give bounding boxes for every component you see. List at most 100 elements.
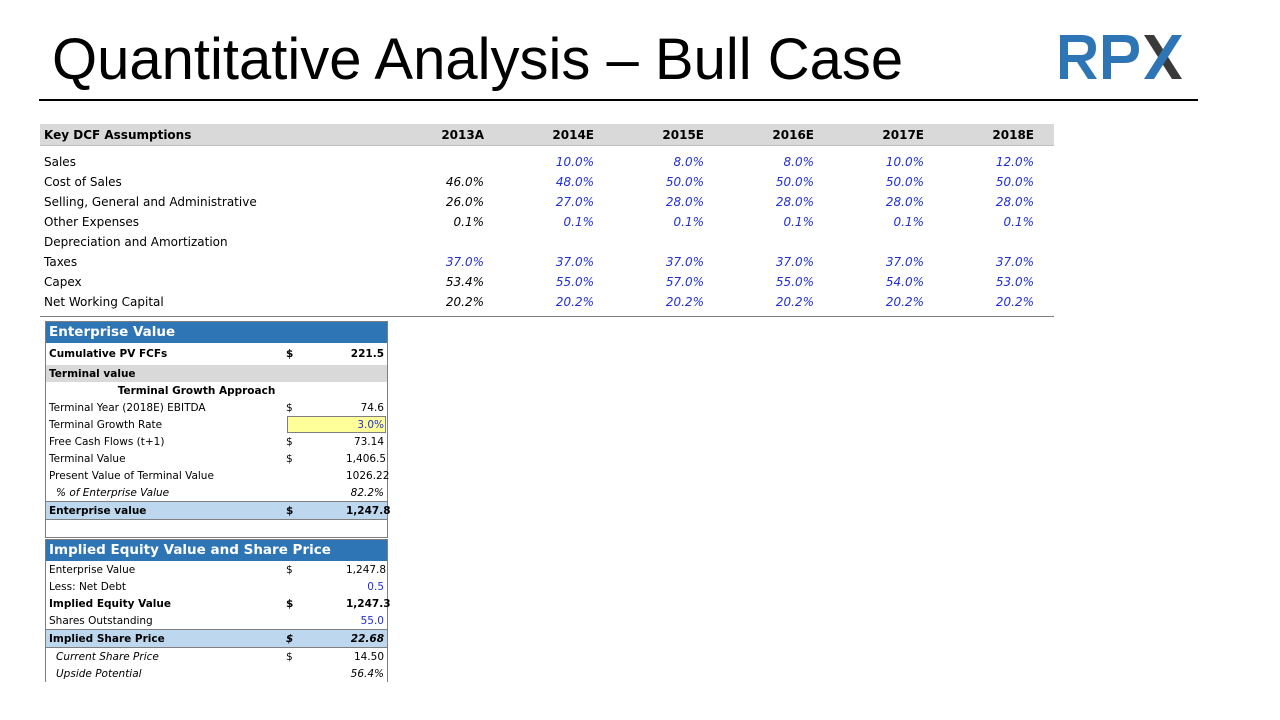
- dcf-header-row: Key DCF Assumptions 2013A 2014E 2015E 20…: [40, 124, 1054, 146]
- rpx-logo: [1060, 35, 1182, 79]
- row-value: 22.68: [350, 632, 384, 645]
- dcf-cell: 46.0%: [445, 175, 484, 189]
- dcf-cell: 20.2%: [665, 295, 704, 309]
- row-value: 1,247.3: [346, 597, 391, 610]
- dcf-row: Cost of Sales 46.0% 48.0% 50.0% 50.0% 50.0% 50…: [40, 172, 1054, 192]
- terminal-growth-approach: Terminal Growth Approach: [46, 382, 387, 399]
- row-value: 56.4%: [350, 667, 384, 680]
- dcf-row: Net Working Capital 20.2% 20.2% 20.2% 20.2% 2…: [40, 292, 1054, 312]
- dcf-header-year: 2014E: [552, 127, 594, 142]
- current-share-price-row: Current Share Price $ 14.50: [46, 648, 387, 665]
- row-label: Free Cash Flows (t+1): [49, 435, 165, 448]
- dcf-row-label: Depreciation and Amortization: [44, 235, 228, 249]
- dcf-cell: 20.2%: [775, 295, 814, 309]
- dcf-cell: 0.1%: [453, 215, 485, 229]
- dcf-cell: 37.0%: [555, 255, 594, 269]
- dcf-cell: 27.0%: [555, 195, 594, 209]
- dcf-row: Depreciation and Amortization: [40, 232, 1054, 252]
- dcf-cell: 26.0%: [445, 195, 484, 209]
- dcf-cell: 8.0%: [673, 155, 705, 169]
- dcf-cell: 28.0%: [995, 195, 1034, 209]
- dcf-cell: 12.0%: [995, 155, 1034, 169]
- row-label: Terminal Value: [49, 452, 126, 465]
- row-value: 1,406.5: [346, 452, 387, 465]
- dcf-cell: 37.0%: [885, 255, 924, 269]
- dcf-cell: 48.0%: [555, 175, 594, 189]
- row-value: 1026.22: [346, 469, 390, 482]
- dcf-cell: 20.2%: [885, 295, 924, 309]
- dcf-row-label: Capex: [44, 275, 82, 289]
- row-value: 1,247.8: [346, 563, 387, 576]
- dcf-cell: 53.4%: [445, 275, 484, 289]
- dcf-header-year: 2016E: [772, 127, 814, 142]
- dcf-cell: 20.2%: [555, 295, 594, 309]
- dcf-header-year: 2013A: [441, 127, 484, 142]
- row-value: 82.2%: [350, 486, 384, 499]
- dcf-cell: 54.0%: [885, 275, 924, 289]
- dcf-assumptions-table: Key DCF Assumptions 2013A 2014E 2015E 20…: [40, 124, 1054, 317]
- dcf-cell: 28.0%: [665, 195, 704, 209]
- row-label: Terminal Growth Rate: [49, 418, 163, 431]
- currency-symbol: $: [286, 563, 293, 576]
- dcf-row-label: Selling, General and Administrative: [44, 195, 257, 209]
- dcf-cell: 10.0%: [555, 155, 594, 169]
- dcf-row-label: Cost of Sales: [44, 175, 122, 189]
- dcf-cell: 57.0%: [665, 275, 704, 289]
- free-cash-flows-row: Free Cash Flows (t+1) $ 73.14: [46, 433, 387, 450]
- dcf-cell: 37.0%: [995, 255, 1034, 269]
- row-value: 1,247.8: [346, 504, 391, 517]
- dcf-row: Capex 53.4% 55.0% 57.0% 55.0% 54.0% 53.0%: [40, 272, 1054, 292]
- implied-equity-panel: Implied Equity Value and Share Price Ent…: [45, 539, 391, 682]
- dcf-cell: 28.0%: [775, 195, 814, 209]
- row-label: % of Enterprise Value: [56, 486, 170, 499]
- dcf-row-label: Sales: [44, 155, 76, 169]
- dcf-cell: 37.0%: [775, 255, 814, 269]
- dcf-row-label: Net Working Capital: [44, 295, 164, 309]
- row-value: 0.5: [367, 580, 384, 593]
- row-value: 73.14: [353, 435, 384, 448]
- net-debt-row: Less: Net Debt 0.5: [46, 578, 387, 595]
- panel-title: Implied Equity Value and Share Price: [46, 540, 387, 561]
- dcf-cell: 53.0%: [995, 275, 1034, 289]
- currency-symbol: $: [286, 597, 294, 610]
- row-label: Upside Potential: [56, 667, 142, 680]
- terminal-growth-rate-row: Terminal Growth Rate 3.0%: [46, 416, 387, 433]
- terminal-ebitda-row: Terminal Year (2018E) EBITDA $ 74.6: [46, 399, 387, 416]
- dcf-cell: 37.0%: [445, 255, 484, 269]
- row-value: 3.0%: [357, 418, 384, 431]
- title-divider: [39, 99, 1198, 101]
- dcf-cell: 55.0%: [555, 275, 594, 289]
- dcf-header-year: 2015E: [662, 127, 704, 142]
- row-label: Terminal Growth Approach: [117, 384, 276, 397]
- row-label: Terminal value: [49, 367, 136, 380]
- terminal-value-row: Terminal Value $ 1,406.5: [46, 450, 387, 467]
- currency-symbol: $: [286, 650, 293, 663]
- upside-potential-row: Upside Potential 56.4%: [46, 665, 387, 682]
- dcf-cell: 8.0%: [783, 155, 815, 169]
- currency-symbol: $: [286, 435, 293, 448]
- dcf-cell: 37.0%: [665, 255, 704, 269]
- dcf-row: Sales 10.0% 8.0% 8.0% 10.0% 12.0%: [40, 152, 1054, 172]
- dcf-header-label: Key DCF Assumptions: [44, 127, 192, 142]
- shares-outstanding-row: Shares Outstanding 55.0: [46, 612, 387, 629]
- dcf-cell: 55.0%: [775, 275, 814, 289]
- currency-symbol: $: [286, 632, 294, 645]
- slide-title: Quantitative Analysis – Bull Case: [52, 27, 904, 92]
- dcf-cell: 10.0%: [885, 155, 924, 169]
- dcf-cell: 0.1%: [563, 215, 595, 229]
- dcf-row-label: Other Expenses: [44, 215, 140, 229]
- input-cell-highlight: [287, 416, 386, 433]
- row-value: 55.0: [360, 614, 384, 627]
- equity-ev-row: Enterprise Value $ 1,247.8: [46, 561, 387, 578]
- dcf-cell: 50.0%: [885, 175, 924, 189]
- dcf-row-label: Taxes: [44, 255, 78, 269]
- dcf-cell: 20.2%: [995, 295, 1034, 309]
- row-value: 221.5: [350, 348, 384, 360]
- dcf-row: Taxes 37.0% 37.0% 37.0% 37.0% 37.0% 37.0%: [40, 252, 1054, 272]
- row-label: Less: Net Debt: [49, 580, 127, 593]
- dcf-cell: 50.0%: [665, 175, 704, 189]
- spacer: [46, 520, 387, 537]
- dcf-body: Sales 10.0% 8.0% 8.0% 10.0% 12.0% Cost of Sale…: [40, 146, 1054, 317]
- dcf-row: Selling, General and Administrative 26.0%…: [40, 192, 1054, 212]
- dcf-cell: 0.1%: [1003, 215, 1035, 229]
